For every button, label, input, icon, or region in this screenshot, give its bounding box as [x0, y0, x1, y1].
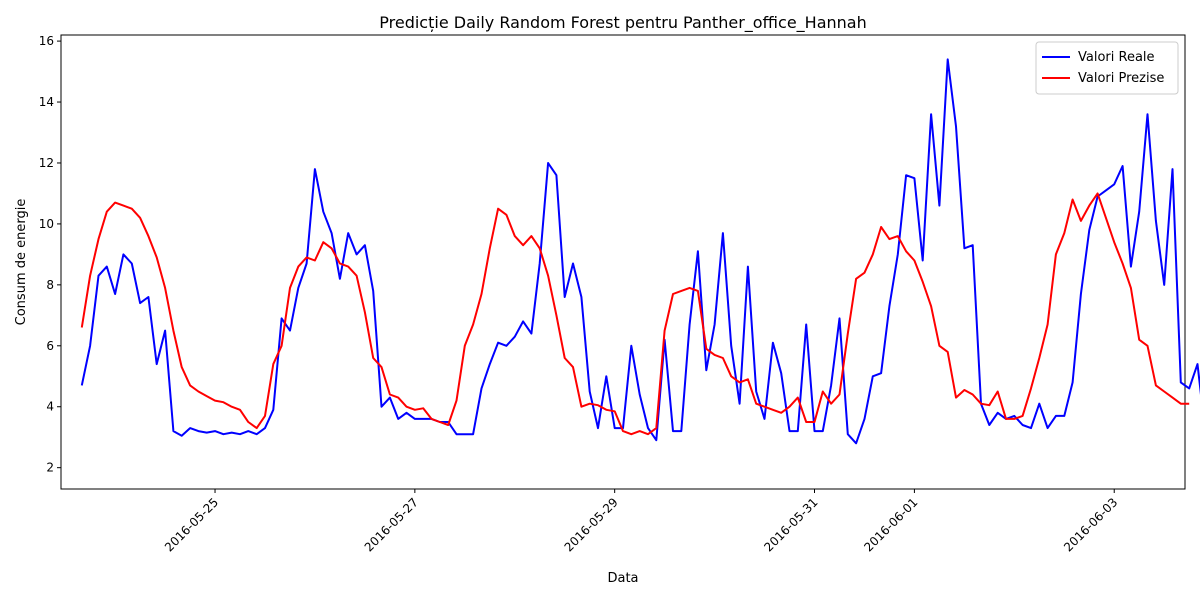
y-tick-label: 14 — [39, 95, 54, 109]
legend-box — [1035, 41, 1179, 95]
series-line-real — [80, 58, 1200, 445]
y-tick-label: 12 — [39, 156, 54, 170]
y-tick-label: 2 — [46, 461, 54, 475]
legend-label-real: Valori Reale — [1078, 50, 1155, 65]
plot-area — [60, 34, 1200, 490]
series-layer — [80, 58, 1200, 445]
y-axis-label: Consum de energie — [14, 199, 29, 326]
y-tick-label: 16 — [39, 34, 54, 48]
legend-label-pred: Valori Prezise — [1078, 71, 1164, 86]
y-axis: 2 4 6 8 10 12 14 16 — [39, 34, 61, 475]
legend: Valori Reale Valori Prezise — [1035, 41, 1179, 95]
y-tick-label: 10 — [39, 217, 54, 231]
x-axis-label: Data — [607, 571, 638, 586]
y-tick-label: 4 — [46, 400, 54, 414]
y-tick-label: 6 — [46, 339, 54, 353]
y-tick-label: 8 — [46, 278, 54, 292]
chart-title: Predicție Daily Random Forest pentru Pan… — [379, 13, 866, 33]
series-line-pred — [80, 192, 1190, 436]
